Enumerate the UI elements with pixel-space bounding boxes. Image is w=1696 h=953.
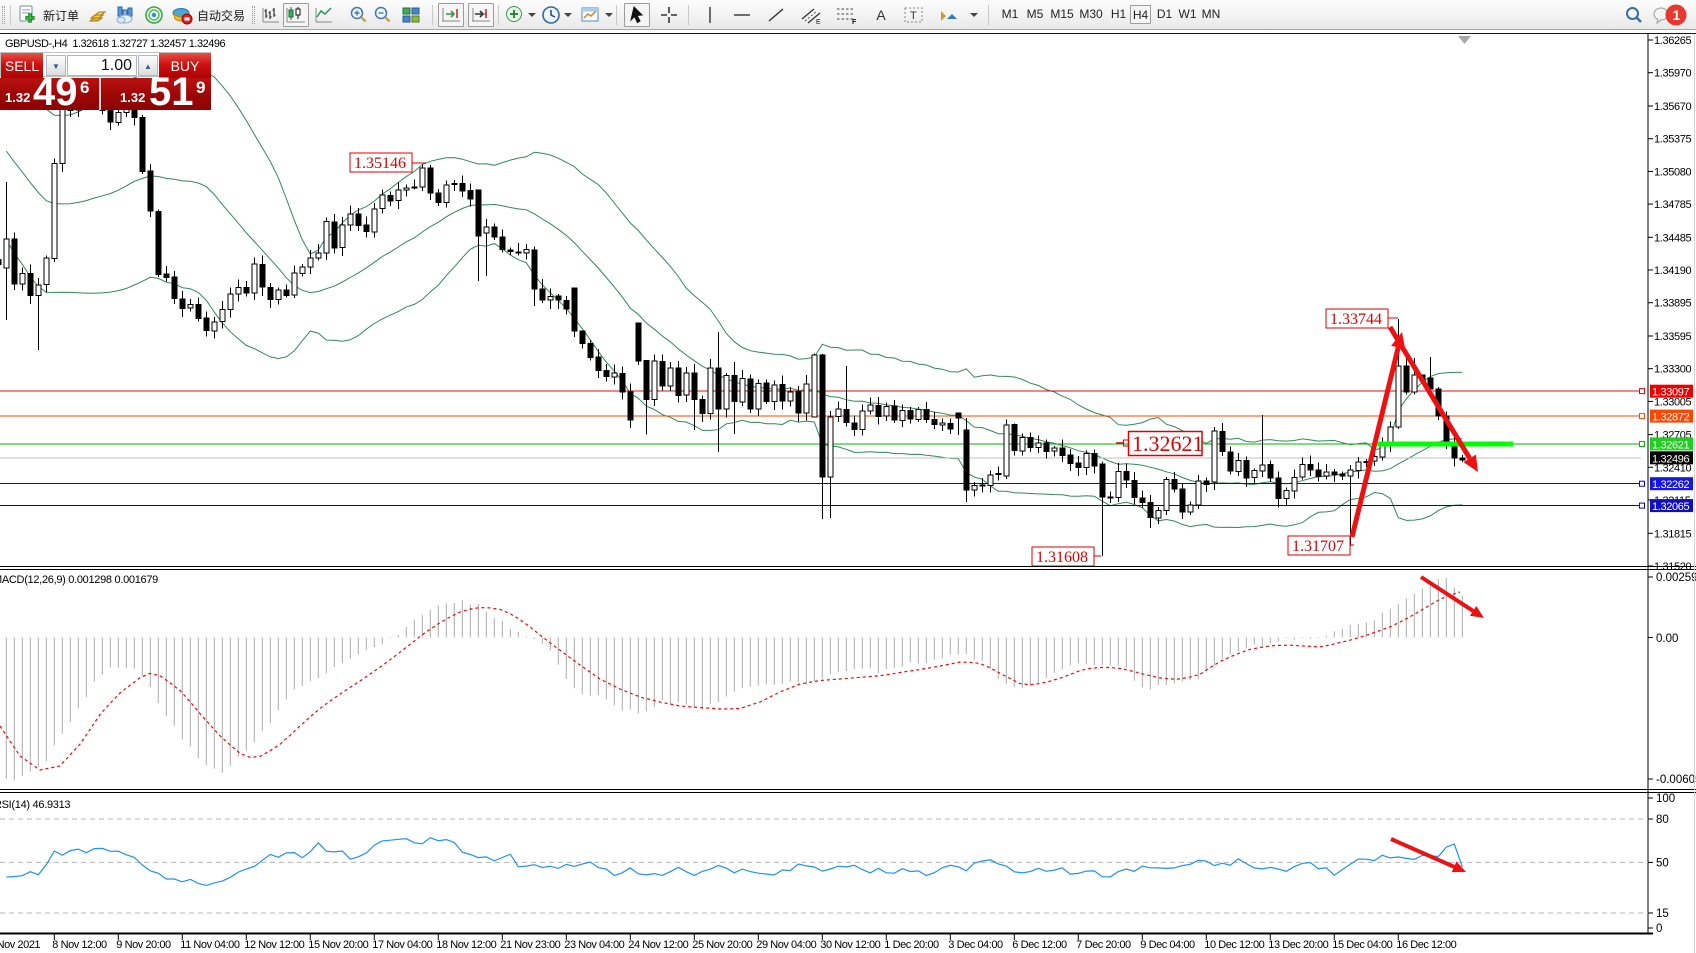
svg-text:1.35670: 1.35670	[1654, 101, 1692, 113]
svg-text:1.32621: 1.32621	[1652, 439, 1690, 451]
svg-text:1.33595: 1.33595	[1654, 331, 1692, 343]
svg-text:1.35375: 1.35375	[1654, 134, 1692, 146]
svg-text:1.33005: 1.33005	[1654, 396, 1692, 408]
svg-text:3 Dec 04:00: 3 Dec 04:00	[948, 939, 1003, 951]
svg-text:1.31815: 1.31815	[1654, 528, 1692, 540]
svg-text:1.31707: 1.31707	[1292, 538, 1344, 555]
svg-text:9 Nov 20:00: 9 Nov 20:00	[116, 939, 171, 951]
svg-text:1.34785: 1.34785	[1654, 199, 1692, 211]
svg-text:1 Dec 20:00: 1 Dec 20:00	[884, 939, 939, 951]
svg-text:1.33895: 1.33895	[1654, 298, 1692, 310]
svg-text:100: 100	[1656, 793, 1675, 805]
svg-text:1: 1	[1673, 7, 1681, 23]
svg-text:-0.006059: -0.006059	[1656, 774, 1696, 786]
svg-text:11 Nov 04:00: 11 Nov 04:00	[180, 939, 240, 951]
svg-text:10 Dec 12:00: 10 Dec 12:00	[1204, 939, 1264, 951]
svg-text:F: F	[852, 19, 857, 25]
svg-text:E: E	[816, 19, 821, 25]
svg-text:80: 80	[1656, 814, 1669, 826]
svg-text:15 Dec 04:00: 15 Dec 04:00	[1332, 939, 1392, 951]
svg-text:29 Nov 04:00: 29 Nov 04:00	[756, 939, 816, 951]
svg-text:RSI(14) 46.9313: RSI(14) 46.9313	[0, 799, 70, 811]
svg-text:GBPUSD-,H4 1.32618 1.32727 1.: GBPUSD-,H4 1.32618 1.32727 1.32457 1.324…	[5, 38, 225, 50]
svg-text:5 Nov 2021: 5 Nov 2021	[0, 939, 40, 951]
svg-text:0: 0	[1656, 923, 1662, 935]
svg-text:1.31608: 1.31608	[1036, 549, 1088, 566]
svg-text:17 Nov 04:00: 17 Nov 04:00	[372, 939, 432, 951]
svg-text:1.33744: 1.33744	[1330, 311, 1382, 328]
svg-text:1.32872: 1.32872	[1652, 412, 1690, 424]
svg-text:0.00: 0.00	[1656, 633, 1678, 645]
svg-text:1.33097: 1.33097	[1652, 387, 1690, 399]
svg-text:1.32262: 1.32262	[1652, 479, 1690, 491]
svg-text:15 Nov 20:00: 15 Nov 20:00	[308, 939, 368, 951]
svg-text:12 Nov 12:00: 12 Nov 12:00	[244, 939, 304, 951]
svg-text:1.35970: 1.35970	[1654, 68, 1692, 80]
svg-text:1.34485: 1.34485	[1654, 232, 1692, 244]
svg-text:1.35080: 1.35080	[1654, 166, 1692, 178]
svg-text:30 Nov 12:00: 30 Nov 12:00	[820, 939, 880, 951]
svg-text:1.33300: 1.33300	[1654, 364, 1692, 376]
svg-text:24 Nov 12:00: 24 Nov 12:00	[628, 939, 688, 951]
svg-text:8 Nov 12:00: 8 Nov 12:00	[52, 939, 107, 951]
svg-text:1.32496: 1.32496	[1652, 453, 1690, 465]
svg-text:13 Dec 20:00: 13 Dec 20:00	[1268, 939, 1328, 951]
svg-text:MACD(12,26,9) 0.001298 0.00167: MACD(12,26,9) 0.001298 0.001679	[0, 574, 158, 586]
svg-text:21 Nov 23:00: 21 Nov 23:00	[500, 939, 560, 951]
svg-text:1.32065: 1.32065	[1652, 501, 1690, 513]
svg-text:23 Nov 04:00: 23 Nov 04:00	[564, 939, 624, 951]
svg-text:0.002592: 0.002592	[1656, 572, 1696, 584]
svg-text:7 Dec 20:00: 7 Dec 20:00	[1076, 939, 1131, 951]
svg-text:1.32410: 1.32410	[1654, 462, 1692, 474]
svg-text:18 Nov 12:00: 18 Nov 12:00	[436, 939, 496, 951]
svg-text:50: 50	[1656, 857, 1669, 869]
svg-text:T: T	[910, 10, 917, 22]
svg-text:9 Dec 04:00: 9 Dec 04:00	[1140, 939, 1195, 951]
svg-text:1.35146: 1.35146	[354, 155, 406, 172]
svg-text:1.34190: 1.34190	[1654, 265, 1692, 277]
svg-text:1.36265: 1.36265	[1654, 35, 1692, 47]
svg-text:25 Nov 20:00: 25 Nov 20:00	[692, 939, 752, 951]
svg-text:1.32621: 1.32621	[1132, 431, 1204, 456]
svg-text:6 Dec 12:00: 6 Dec 12:00	[1012, 939, 1067, 951]
svg-text:16 Dec 12:00: 16 Dec 12:00	[1396, 939, 1456, 951]
svg-text:15: 15	[1656, 908, 1669, 920]
